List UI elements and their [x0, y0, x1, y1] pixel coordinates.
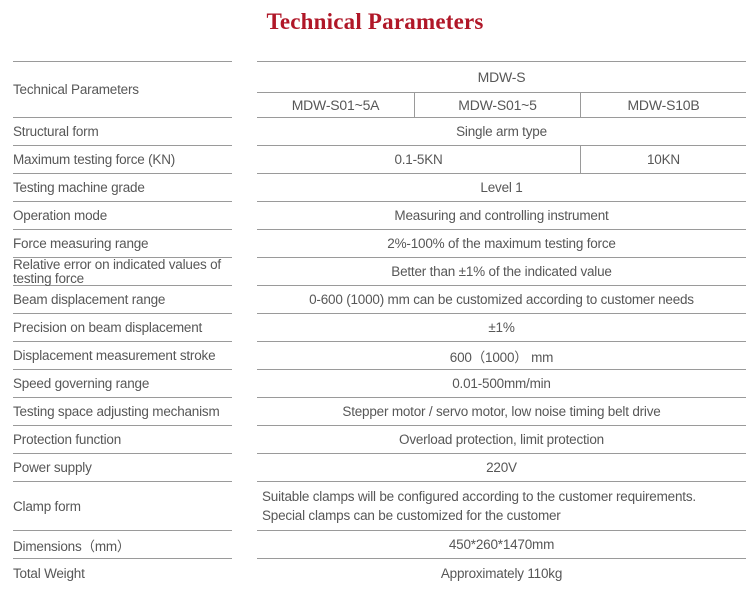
- param-label-maximum-testing-force: Maximum testing force (KN): [13, 146, 232, 174]
- param-label-dimensions: Dimensions（mm）: [13, 531, 232, 559]
- param-label-structural-form: Structural form: [13, 118, 232, 146]
- max-force-value-10kn: 10KN: [580, 146, 746, 173]
- param-label-speed-governing-range: Speed governing range: [13, 370, 232, 398]
- param-value-testing-space-mechanism: Stepper motor / servo motor, low noise t…: [257, 398, 746, 426]
- param-value-protection-function: Overload protection, limit protection: [257, 426, 746, 454]
- param-label-clamp-form: Clamp form: [13, 482, 232, 531]
- param-value-relative-error: Better than ±1% of the indicated value: [257, 258, 746, 286]
- param-value-dimensions: 450*260*1470mm: [257, 531, 746, 559]
- clamp-form-line-2: Special clamps can be customized for the…: [262, 508, 561, 523]
- param-label-displacement-stroke: Displacement measurement stroke: [13, 342, 232, 370]
- param-value-maximum-testing-force: 0.1-5KN 10KN: [257, 146, 746, 174]
- param-value-beam-displacement-range: 0-600 (1000) mm can be customized accord…: [257, 286, 746, 314]
- param-value-testing-machine-grade: Level 1: [257, 174, 746, 202]
- param-label-testing-machine-grade: Testing machine grade: [13, 174, 232, 202]
- max-force-value-5kn: 0.1-5KN: [394, 152, 443, 167]
- param-label-total-weight: Total Weight: [13, 565, 85, 581]
- param-value-column: MDW-S MDW-S01~5A MDW-S01~5 MDW-S10B Sing…: [257, 61, 746, 587]
- param-value-power-supply: 220V: [257, 454, 746, 482]
- param-label-beam-displacement-range: Beam displacement range: [13, 286, 232, 314]
- param-value-structural-form: Single arm type: [257, 118, 746, 146]
- model-name-1: MDW-S01~5A: [291, 97, 380, 113]
- spec-table: Technical Parameters Structural form Max…: [13, 61, 750, 587]
- param-value-force-measuring-range: 2%-100% of the maximum testing force: [257, 230, 746, 258]
- param-value-displacement-stroke: 600（1000） mm: [257, 342, 746, 370]
- param-value-clamp-form: Suitable clamps will be configured accor…: [257, 482, 746, 531]
- page-title: Technical Parameters: [266, 9, 484, 34]
- model-header-row: MDW-S01~5A MDW-S01~5 MDW-S10B: [257, 93, 746, 118]
- param-label-relative-error: Relative error on indicated values of te…: [13, 258, 232, 286]
- param-name-column: Technical Parameters Structural form Max…: [13, 61, 232, 587]
- param-label-testing-space-mechanism: Testing space adjusting mechanism: [13, 398, 232, 426]
- param-label-force-measuring-range: Force measuring range: [13, 230, 232, 258]
- param-label-precision-beam-displacement: Precision on beam displacement: [13, 314, 232, 342]
- model-name-3: MDW-S10B: [580, 93, 746, 117]
- model-name-2: MDW-S01~5: [414, 93, 580, 117]
- clamp-form-line-1: Suitable clamps will be configured accor…: [262, 489, 696, 504]
- param-value-precision-beam-displacement: ±1%: [257, 314, 746, 342]
- param-value-operation-mode: Measuring and controlling instrument: [257, 202, 746, 230]
- param-value-speed-governing-range: 0.01-500mm/min: [257, 370, 746, 398]
- param-label-power-supply: Power supply: [13, 454, 232, 482]
- param-label-header: Technical Parameters: [13, 62, 232, 118]
- param-label-operation-mode: Operation mode: [13, 202, 232, 230]
- param-label-protection-function: Protection function: [13, 426, 232, 454]
- series-name-cell: MDW-S: [257, 62, 746, 93]
- param-value-total-weight: Approximately 110kg: [440, 565, 563, 581]
